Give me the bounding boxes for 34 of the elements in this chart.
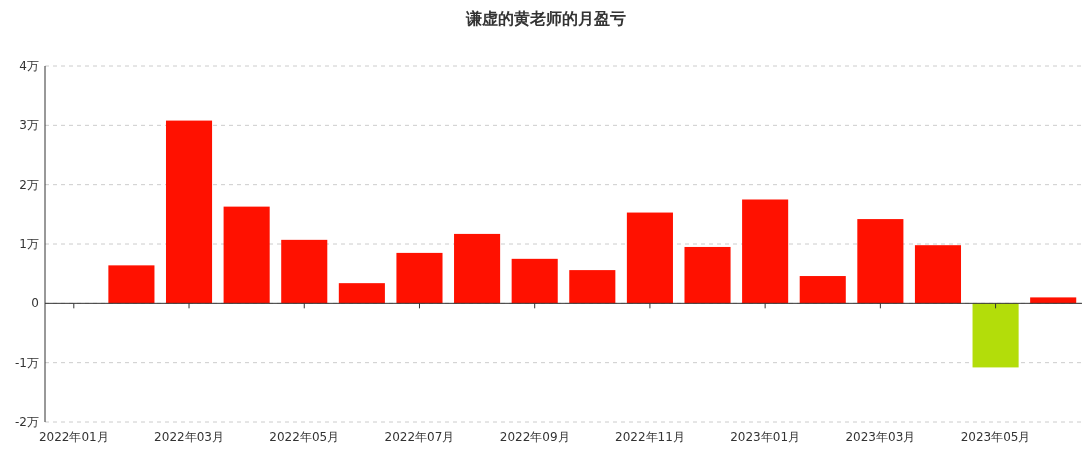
bar <box>914 245 962 304</box>
x-tick-label: 2022年03月 <box>154 430 224 444</box>
y-tick-label: 2万 <box>19 177 39 192</box>
y-tick-label: 0 <box>31 296 39 311</box>
bar <box>857 219 904 304</box>
bar <box>108 265 155 304</box>
x-tick-label: 2023年05月 <box>960 430 1031 444</box>
bar <box>396 252 443 304</box>
y-tick-label: -1万 <box>15 355 39 370</box>
x-tick-label: 2022年07月 <box>384 430 455 444</box>
x-tick-label: 2022年11月 <box>615 430 685 444</box>
bar <box>742 199 789 304</box>
bar <box>454 233 501 304</box>
bar <box>281 239 328 304</box>
y-tick-label: 3万 <box>19 118 39 133</box>
x-tick-label: 2022年09月 <box>499 430 570 444</box>
bar <box>511 258 558 304</box>
bar <box>626 212 673 304</box>
bar <box>165 120 213 304</box>
bar <box>223 206 270 304</box>
y-tick-label: -2万 <box>15 415 39 429</box>
y-tick-label: 4万 <box>19 59 39 73</box>
x-tick-label: 2022年01月 <box>38 430 109 444</box>
bar <box>972 303 1019 368</box>
x-tick-label: 2023年03月 <box>845 430 916 444</box>
bar <box>684 246 731 304</box>
chart-title: 谦虚的黄老师的月盈亏 <box>464 9 626 28</box>
x-tick-label: 2022年05月 <box>269 430 340 444</box>
bar <box>1030 297 1077 304</box>
bar <box>338 283 385 304</box>
bar <box>569 270 616 304</box>
bar <box>799 276 846 304</box>
x-tick-label: 2023年01月 <box>730 430 801 444</box>
y-tick-label: 1万 <box>19 237 39 251</box>
